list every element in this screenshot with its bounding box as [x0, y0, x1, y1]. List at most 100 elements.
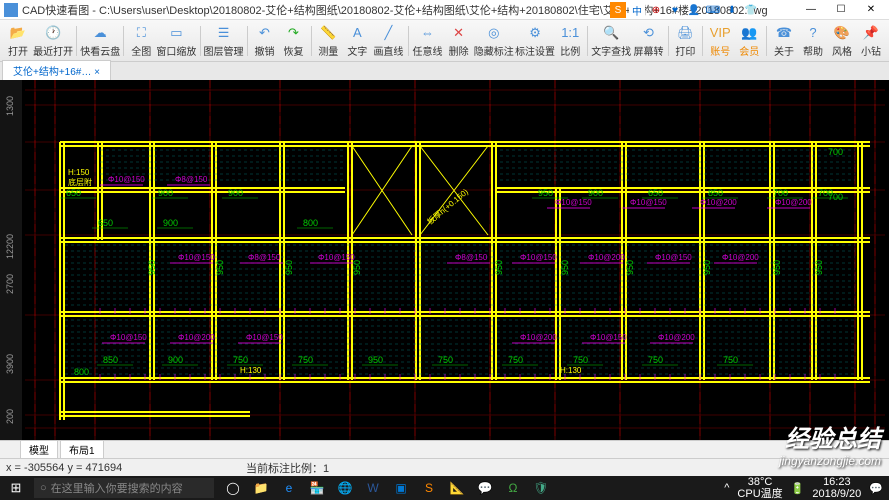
close-button[interactable]: ✕	[857, 2, 885, 18]
minimize-button[interactable]: —	[797, 2, 825, 18]
taskbar-app[interactable]: W	[362, 477, 384, 499]
tool-任意线[interactable]: ⇔任意线	[411, 23, 443, 59]
tool-风格[interactable]: 🎨风格	[828, 23, 856, 59]
doc-tab[interactable]: 艾伦+结构+16#… ×	[2, 60, 111, 80]
svg-text:700: 700	[828, 192, 843, 202]
tool-隐藏标注[interactable]: ◎隐藏标注	[474, 23, 514, 59]
taskbar-app[interactable]: ◯	[222, 477, 244, 499]
taskbar-app[interactable]: e	[278, 477, 300, 499]
tool-屏幕转[interactable]: ⟲屏幕转	[632, 23, 664, 59]
app-icon	[4, 3, 18, 17]
toolbar: 📂打开🕐最近打开☁快看云盘⛶全图▭窗口缩放☰图层管理 ↶撤销↷恢复📏测量A文字╱画…	[0, 20, 889, 62]
battery-icon[interactable]: 🔋	[791, 482, 805, 495]
tool-icon: ⚙	[526, 24, 544, 42]
tool-窗口缩放[interactable]: ▭窗口缩放	[156, 23, 196, 59]
ime-icon[interactable]: ⊕	[648, 2, 664, 18]
ime-icon[interactable]: 👕	[743, 2, 759, 18]
svg-text:Φ10@150: Φ10@150	[110, 333, 147, 342]
taskbar-app[interactable]: S	[418, 477, 440, 499]
clock[interactable]: 16:23 2018/9/20	[812, 476, 861, 500]
start-button[interactable]: ⊞	[0, 476, 32, 500]
tool-icon: ▭	[167, 24, 185, 42]
tray-caret[interactable]: ^	[724, 482, 729, 494]
svg-text:750: 750	[508, 355, 523, 365]
tool-打印[interactable]: 🖨打印	[671, 23, 699, 59]
tool-文字[interactable]: A文字	[343, 23, 371, 59]
taskbar-app[interactable]: 💬	[474, 477, 496, 499]
task-icons: ◯ 📁 e 🏪 🌐 W ▣ S 📐 💬 Ω 🛡	[222, 477, 552, 499]
tool-icon: ⛶	[132, 24, 150, 42]
layout-tab[interactable]: 模型	[20, 440, 58, 459]
tool-icon: ☁	[91, 24, 109, 42]
svg-text:Φ10@150: Φ10@150	[246, 333, 283, 342]
tool-最近打开[interactable]: 🕐最近打开	[33, 23, 73, 59]
svg-text:Φ10@200: Φ10@200	[658, 333, 695, 342]
tool-撤销[interactable]: ↶撤销	[251, 23, 279, 59]
tool-label: 任意线	[412, 43, 442, 58]
tool-图层管理[interactable]: ☰图层管理	[203, 23, 243, 59]
svg-text:板厚h(+0.150): 板厚h(+0.150)	[425, 186, 470, 226]
tool-label: 删除	[449, 43, 469, 58]
taskbar-app[interactable]: ▣	[390, 477, 412, 499]
tool-测量[interactable]: 📏测量	[314, 23, 342, 59]
svg-text:Φ8@150: Φ8@150	[248, 253, 281, 262]
tool-比例[interactable]: 1:1比例	[556, 23, 584, 59]
tool-关于[interactable]: ☎关于	[770, 23, 798, 59]
tool-删除[interactable]: ✕删除	[445, 23, 473, 59]
tool-label: 打印	[675, 43, 695, 58]
taskbar-app[interactable]: 📁	[250, 477, 272, 499]
taskbar-app[interactable]: 🏪	[306, 477, 328, 499]
taskbar-app[interactable]: 🌐	[334, 477, 356, 499]
svg-text:Φ10@200: Φ10@200	[588, 253, 625, 262]
layout-tabs: 模型布局1	[0, 440, 889, 458]
tool-icon: VIP	[711, 24, 729, 42]
tool-帮助[interactable]: ?帮助	[799, 23, 827, 59]
svg-text:750: 750	[438, 355, 453, 365]
ime-icon[interactable]: ⬇	[724, 2, 740, 18]
tool-快看云盘[interactable]: ☁快看云盘	[80, 23, 120, 59]
svg-text:750: 750	[573, 355, 588, 365]
svg-text:800: 800	[74, 367, 89, 377]
svg-text:700: 700	[773, 188, 788, 198]
search-icon: ○	[40, 482, 47, 494]
notification-icon[interactable]: 💬	[869, 482, 883, 495]
tool-icon: ⇔	[418, 24, 436, 42]
svg-text:750: 750	[298, 355, 313, 365]
taskbar-app[interactable]: 🛡	[530, 477, 552, 499]
layout-tab[interactable]: 布局1	[60, 440, 104, 459]
ime-icon[interactable]: ♥	[667, 2, 683, 18]
taskbar-app[interactable]: 📐	[446, 477, 468, 499]
tool-label: 文字	[347, 43, 367, 58]
drawing-canvas[interactable]: 13001220027003900200 Φ10@150Φ8@150Φ10@15…	[0, 80, 889, 440]
tool-账号[interactable]: VIP账号	[706, 23, 734, 59]
tool-小钻[interactable]: 📌小钻	[857, 23, 885, 59]
tool-label: 会员	[739, 43, 759, 58]
ime-icon[interactable]: S	[610, 2, 626, 18]
tool-会员[interactable]: 👥会员	[735, 23, 763, 59]
tool-icon: 🖨	[676, 24, 694, 42]
taskbar-app[interactable]: Ω	[502, 477, 524, 499]
svg-text:950: 950	[215, 260, 225, 275]
svg-text:Φ10@200: Φ10@200	[722, 253, 759, 262]
ime-icon[interactable]: 中	[629, 2, 645, 18]
system-tray: ^ 38°C CPU温度 🔋 16:23 2018/9/20 💬	[724, 476, 889, 500]
svg-text:950: 950	[625, 260, 635, 275]
maximize-button[interactable]: ☐	[827, 2, 855, 18]
search-box[interactable]: ○ 在这里输入你要搜索的内容	[34, 478, 214, 498]
tool-icon: 🔍	[602, 24, 620, 42]
svg-text:Φ10@150: Φ10@150	[520, 253, 557, 262]
svg-text:950: 950	[772, 260, 782, 275]
tool-打开[interactable]: 📂打开	[4, 23, 32, 59]
svg-text:H:130: H:130	[240, 366, 262, 375]
svg-text:700: 700	[828, 147, 843, 157]
ime-icon[interactable]: 👤	[686, 2, 702, 18]
tool-恢复[interactable]: ↷恢复	[280, 23, 308, 59]
tool-icon: ↶	[256, 24, 274, 42]
tool-文字查找[interactable]: 🔍文字查找	[591, 23, 631, 59]
tool-全图[interactable]: ⛶全图	[127, 23, 155, 59]
svg-text:950: 950	[538, 188, 553, 198]
tool-标注设置[interactable]: ⚙标注设置	[515, 23, 555, 59]
tool-画直线[interactable]: ╱画直线	[372, 23, 404, 59]
ime-icon[interactable]: ⌨	[705, 2, 721, 18]
watermark-cn: 经验总结	[779, 419, 881, 454]
